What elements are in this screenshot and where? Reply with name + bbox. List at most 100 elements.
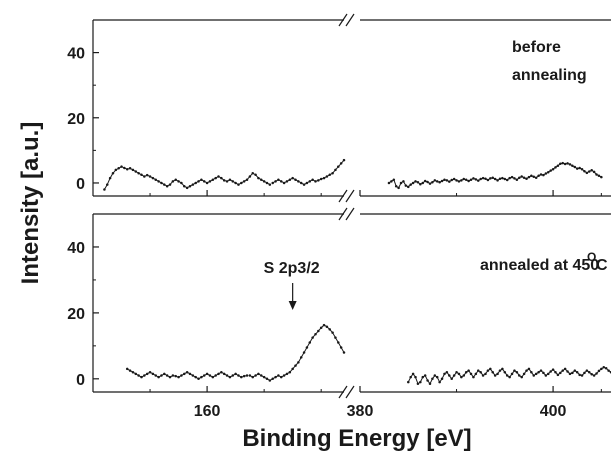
data-connector: [444, 371, 448, 375]
data-connector: [424, 180, 428, 183]
data-connector: [249, 172, 254, 177]
data-connector: [321, 177, 325, 180]
data-connector: [504, 178, 508, 181]
data-connector: [567, 162, 571, 165]
data-connector: [586, 171, 590, 174]
data-connector: [209, 375, 214, 378]
data-connector: [218, 176, 222, 179]
series-segment: [387, 161, 603, 190]
degree-superscript: O: [587, 250, 596, 264]
data-connector: [461, 375, 465, 378]
data-connector: [601, 366, 605, 370]
data-connector: [596, 370, 600, 374]
data-connector: [417, 181, 421, 185]
data-connector: [292, 365, 296, 370]
data-connector: [482, 177, 486, 180]
data-connector: [335, 166, 339, 171]
data-connector: [235, 373, 239, 376]
data-connector: [161, 373, 165, 376]
y-tick-label: 40: [67, 240, 85, 257]
data-connector: [465, 179, 469, 182]
data-connector: [241, 375, 245, 378]
data-connector: [181, 182, 185, 187]
data-connector: [516, 177, 520, 181]
data-connector: [403, 181, 407, 186]
y-tick-label: 20: [67, 111, 85, 128]
data-connector: [118, 166, 122, 169]
data-connector: [485, 370, 489, 375]
data-connector: [326, 326, 331, 330]
data-connector: [309, 179, 313, 182]
data-connector: [519, 176, 522, 179]
data-connector: [258, 177, 262, 181]
data-connector: [206, 373, 211, 376]
data-connector: [577, 167, 580, 170]
data-connector: [275, 375, 279, 378]
data-connector: [589, 169, 592, 172]
data-connector: [560, 162, 563, 165]
data-connector: [538, 370, 542, 373]
data-connector: [289, 368, 294, 373]
data-connector: [485, 178, 489, 181]
data-connector: [407, 376, 412, 383]
x-tick-label: 160: [194, 403, 221, 420]
data-connector: [579, 374, 583, 377]
data-connector: [195, 180, 199, 184]
data-connector: [317, 327, 322, 332]
data-connector: [129, 167, 134, 171]
data-connector: [132, 169, 137, 172]
data-connector: [124, 167, 128, 170]
data-connector: [329, 172, 333, 176]
panels-layer: 0 20 40 before annealing 0 20 40 160 380 400 anneal…: [67, 13, 611, 420]
data-connector: [427, 380, 431, 385]
data-connector: [398, 182, 402, 189]
data-connector: [461, 178, 465, 181]
data-connector: [221, 177, 225, 181]
data-connector: [283, 180, 288, 184]
data-connector: [209, 179, 214, 182]
data-connector: [584, 370, 588, 374]
x-tick-label: 400: [540, 403, 567, 420]
series-segment: [248, 323, 346, 382]
data-connector: [144, 373, 148, 376]
data-connector: [106, 177, 111, 185]
data-connector: [232, 180, 236, 184]
data-connector: [135, 171, 139, 174]
data-connector: [538, 174, 542, 177]
data-connector: [497, 178, 501, 181]
data-connector: [312, 333, 316, 338]
data-connector: [499, 368, 503, 371]
data-connector: [569, 163, 573, 167]
data-connector: [223, 373, 228, 376]
data-connector: [315, 330, 319, 335]
data-connector: [255, 174, 259, 179]
data-connector: [261, 179, 265, 182]
axis-break-mark: [338, 13, 348, 27]
data-connector: [201, 375, 205, 378]
data-connector: [569, 372, 573, 375]
data-connector: [280, 375, 285, 378]
data-connector: [172, 375, 176, 377]
data-connector: [576, 371, 580, 376]
axis-break-mark: [345, 13, 355, 27]
data-connector: [198, 179, 202, 182]
data-connector: [103, 184, 108, 190]
annotation-line-1: before: [512, 39, 561, 56]
data-connector: [121, 166, 125, 169]
data-connector: [436, 376, 441, 383]
data-connector: [559, 370, 564, 374]
data-connector: [456, 179, 460, 182]
data-connector: [135, 373, 139, 376]
data-connector: [557, 163, 561, 167]
data-connector: [166, 184, 171, 187]
data-connector: [605, 367, 609, 371]
data-connector: [535, 371, 539, 375]
data-connector: [115, 167, 119, 171]
data-connector: [497, 370, 501, 375]
data-connector: [286, 371, 291, 375]
axis-break-mark: [345, 207, 355, 221]
data-connector: [492, 177, 496, 180]
data-connector: [266, 182, 271, 186]
data-connector: [203, 180, 208, 184]
